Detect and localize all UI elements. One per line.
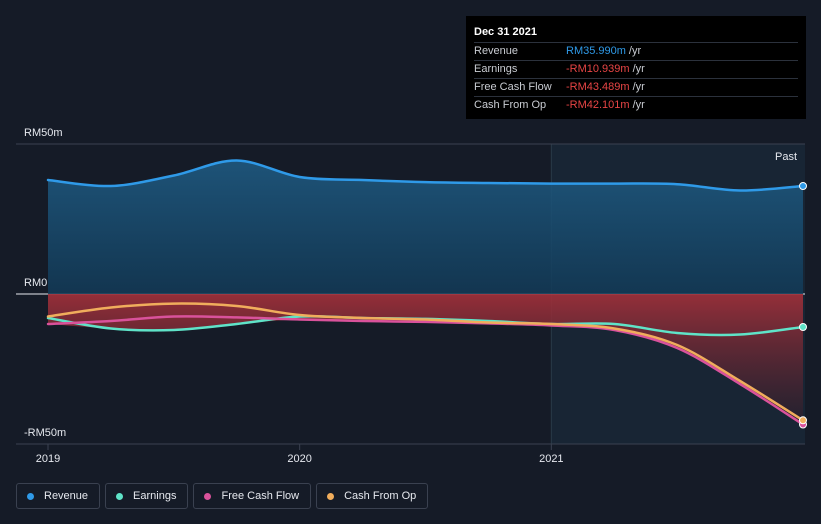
legend-label: Earnings [133, 490, 177, 502]
tooltip-label: Revenue [474, 45, 519, 57]
legend-item-earnings[interactable]: Earnings [105, 483, 189, 509]
tooltip-unit: /yr [632, 99, 645, 111]
legend-dot-icon [27, 492, 34, 500]
x-tick-label: 2021 [539, 453, 563, 465]
series-end-dot [799, 416, 807, 425]
tooltip-label: Cash From Op [474, 99, 547, 111]
series-line-revenue [46, 159, 805, 192]
tooltip-label: Free Cash Flow [474, 81, 552, 93]
tooltip-label: Earnings [474, 63, 518, 75]
series-end-dot [799, 323, 807, 331]
tooltip-value: -RM42.101m [566, 99, 630, 111]
tooltip-value: -RM10.939m [566, 63, 630, 75]
past-label: Past [775, 151, 797, 163]
x-axis-labels: 2019 2020 2021 [36, 453, 564, 465]
tooltip-row-earnings: Earnings -RM10.939m /yr [474, 60, 798, 78]
tooltip-unit: /yr [632, 63, 645, 75]
legend: Revenue Earnings Free Cash Flow Cash Fro… [16, 483, 429, 509]
x-tick-label: 2019 [36, 453, 60, 465]
legend-dot-icon [327, 492, 335, 500]
revenue-area [48, 160, 803, 294]
tooltip-row-free-cash-flow: Free Cash Flow -RM43.489m /yr [474, 78, 798, 96]
tooltip-value: -RM43.489m [566, 81, 630, 93]
legend-item-revenue[interactable]: Revenue [16, 483, 101, 509]
tooltip-unit: /yr [632, 81, 645, 93]
y-tick-label: -RM50m [24, 427, 66, 439]
x-tick-label: 2020 [287, 453, 311, 465]
y-tick-label: RM0 [24, 277, 47, 289]
tooltip-row-cash-from-op: Cash From Op -RM42.101m /yr [474, 96, 798, 114]
series-lines [46, 159, 805, 426]
series-end-dot [799, 182, 807, 190]
legend-item-free-cash-flow[interactable]: Free Cash Flow [193, 483, 312, 509]
series-areas [48, 160, 803, 425]
y-tick-label: RM50m [24, 127, 63, 139]
negative-area [48, 294, 803, 425]
legend-label: Free Cash Flow [221, 490, 300, 502]
legend-dot-icon [116, 492, 124, 500]
tooltip: Dec 31 2021 Revenue RM35.990m /yr Earnin… [466, 16, 806, 119]
legend-label: Revenue [44, 490, 89, 502]
tooltip-value: RM35.990m [566, 45, 626, 57]
tooltip-date: Dec 31 2021 [474, 26, 537, 38]
series-line-cash-from-op [46, 302, 805, 422]
y-axis-labels: RM50m RM0 -RM50m [24, 127, 66, 439]
tooltip-unit: /yr [628, 45, 642, 57]
series-line-free-cash-flow [46, 315, 805, 426]
tooltip-row-revenue: Revenue RM35.990m /yr [474, 42, 798, 60]
legend-label: Cash From Op [344, 490, 417, 502]
legend-dot-icon [204, 492, 212, 500]
series-end-dots [799, 182, 807, 429]
legend-item-cash-from-op[interactable]: Cash From Op [316, 483, 429, 509]
